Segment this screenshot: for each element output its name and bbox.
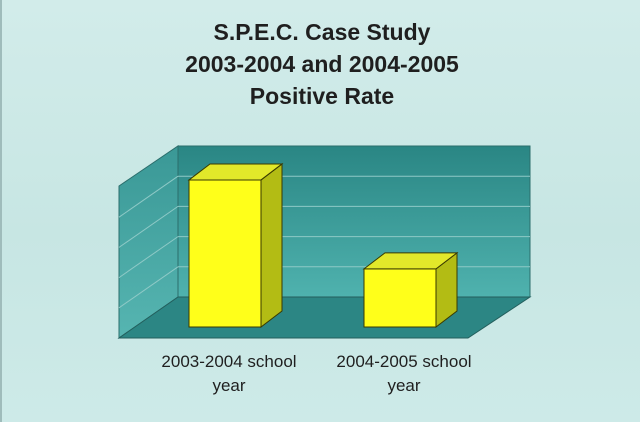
chart-title-line-3: Positive Rate	[249, 83, 395, 109]
chart-title-line-2: 2003-2004 and 2004-2005	[185, 51, 459, 77]
chart-title: S.P.E.C. Case Study 2003-2004 and 2004-2…	[2, 16, 640, 112]
gridline-side	[118, 205, 179, 248]
bar-front-2	[363, 268, 437, 328]
category-label-1-line-1: 2003-2004 school	[161, 352, 296, 371]
gridline-side	[118, 266, 179, 309]
bar-side-1	[260, 162, 283, 329]
category-label-1-line-2: year	[212, 376, 245, 395]
chart-title-line-1: S.P.E.C. Case Study	[213, 19, 431, 45]
chart-floor	[117, 296, 532, 339]
category-label-2-line-1: 2004-2005 school	[336, 352, 471, 371]
category-label-2-line-2: year	[387, 376, 420, 395]
bar-top-1	[187, 163, 284, 181]
bar-front-1	[188, 179, 262, 328]
gridline-side	[118, 236, 179, 279]
gridline-side	[118, 175, 179, 218]
bar-top-2	[362, 252, 459, 270]
